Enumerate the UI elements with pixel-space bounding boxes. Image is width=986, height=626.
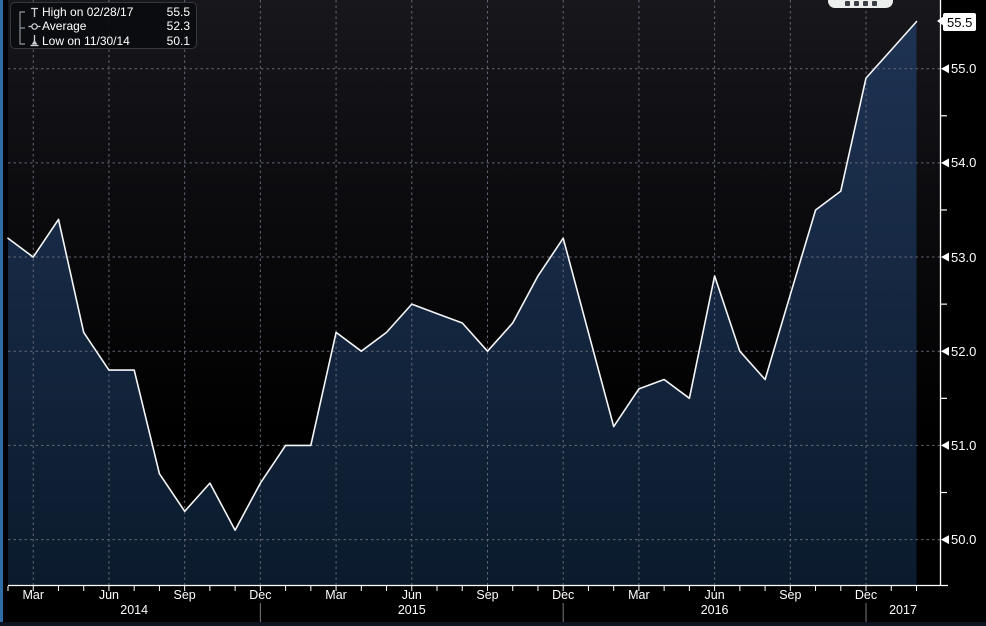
x-axis-month-label: Jun [401,588,422,602]
legend-bracket-icon [19,11,25,45]
x-axis-month-label: Sep [779,588,802,602]
chart-toolbar-pill[interactable] [828,0,893,8]
x-axis-year-label: 2015 [397,603,426,617]
legend-item-high[interactable]: High on 02/28/17 55.5 [27,5,190,19]
x-axis-month-label: Mar [628,588,650,602]
toolbar-icon-3[interactable] [862,1,868,6]
x-axis-month-label: Mar [22,588,44,602]
y-axis-tick-label: 50.0 [951,532,977,548]
x-axis-month-label: Dec [854,588,878,602]
legend-item-low[interactable]: Low on 11/30/14 50.1 [27,34,190,48]
x-axis-year-label: 2014 [120,603,149,617]
x-axis-month-label: Dec [249,588,272,602]
legend-label: Average [42,19,87,34]
x-axis-month-label: Sep [173,588,196,602]
x-axis-month-label: Jun [704,588,725,602]
legend-value: 55.5 [166,5,190,20]
toolbar-icon-4[interactable] [871,1,877,6]
low-whisker-icon [30,35,39,47]
x-axis-year-label: 2017 [889,603,917,617]
legend-value: 52.3 [166,19,190,34]
average-icon [28,23,41,30]
x-axis-month-label: Sep [476,588,499,602]
last-value-tag: 55.5 [943,13,977,31]
toolbar-icon-2[interactable] [853,1,859,6]
y-axis-tick-label: 53.0 [951,249,977,265]
high-whisker-icon [31,7,38,17]
y-axis-tick-label: 51.0 [951,437,977,453]
x-axis-month-label: Mar [325,588,347,602]
window-edge-left [0,0,3,626]
x-axis-year-label: 2016 [700,603,729,617]
y-axis-tick-label: 54.0 [951,155,977,171]
x-axis-month-label: Jun [98,588,120,602]
y-axis-tick-label: 52.0 [951,343,977,359]
window-edge-bottom [0,622,986,626]
legend-value: 50.1 [166,33,190,48]
toolbar-icon-1[interactable] [844,1,850,6]
last-value-tag-arrow [937,16,944,26]
legend-label: Low on 11/30/14 [42,33,130,48]
legend-item-average[interactable]: Average 52.3 [27,19,190,33]
x-axis-month-label: Dec [552,588,575,602]
legend-label: High on 02/28/17 [42,5,134,20]
y-axis-tick-label: 55.0 [951,61,977,77]
chart-legend: High on 02/28/17 55.5 Average 52.3 Low o… [10,2,197,49]
